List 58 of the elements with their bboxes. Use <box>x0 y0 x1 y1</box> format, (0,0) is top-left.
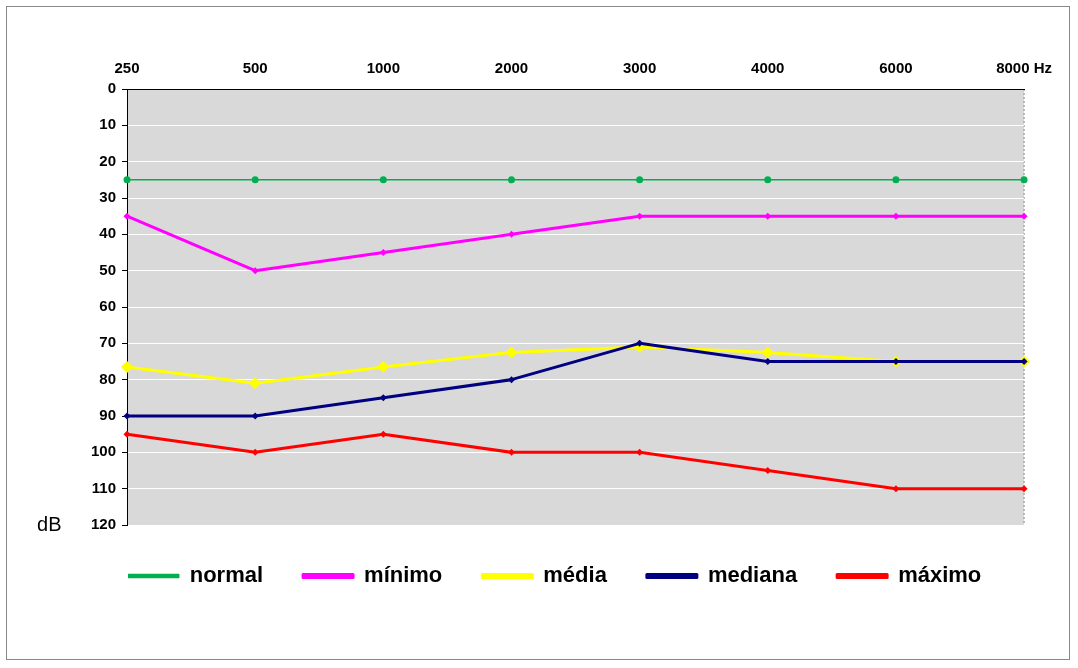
point <box>1020 485 1028 493</box>
point <box>251 412 259 420</box>
point <box>379 176 387 184</box>
point <box>892 176 900 184</box>
x-tick-label: 500 <box>242 59 268 77</box>
point <box>249 377 262 390</box>
point <box>121 360 134 373</box>
point <box>507 176 515 184</box>
y-tick-label: 70 <box>99 333 117 351</box>
point <box>764 467 772 474</box>
point <box>764 176 772 184</box>
y-axis-title: dB <box>37 512 62 535</box>
x-tick-label: 250 <box>114 59 140 77</box>
y-tick-label: 10 <box>99 115 117 133</box>
point <box>123 430 131 438</box>
point <box>379 394 387 402</box>
y-tick-label: 50 <box>99 260 117 278</box>
point <box>892 485 900 493</box>
y-tick-label: 40 <box>99 224 117 242</box>
y-tick-label: 30 <box>99 188 117 206</box>
y-tick-label: 20 <box>99 151 117 169</box>
legend-label: mediana <box>707 562 798 588</box>
point <box>636 448 644 456</box>
legend-label: mínimo <box>364 562 443 588</box>
point <box>505 346 518 359</box>
y-tick-label: 100 <box>91 442 117 460</box>
x-tick-label: 6000 <box>879 59 913 77</box>
y-tick-label: 110 <box>91 478 117 496</box>
point <box>123 212 131 220</box>
y-tick-label: 90 <box>99 406 117 424</box>
y-tick-label: 80 <box>99 369 117 387</box>
x-tick-label: 8000 Hz <box>996 59 1052 77</box>
point <box>379 249 387 256</box>
point <box>1020 212 1028 220</box>
point <box>251 448 259 456</box>
point <box>251 267 259 275</box>
point <box>1020 176 1028 184</box>
point <box>636 339 644 347</box>
y-tick-label: 120 <box>91 515 117 533</box>
point <box>761 346 774 359</box>
point <box>379 430 387 438</box>
point <box>251 176 259 184</box>
legend-label: normal <box>189 562 264 588</box>
x-tick-label: 3000 <box>622 59 657 77</box>
point <box>892 212 900 220</box>
y-tick-label: 60 <box>99 297 117 315</box>
point <box>123 176 131 184</box>
point <box>764 212 772 220</box>
y-tick-label: 0 <box>107 79 117 97</box>
point <box>507 230 515 238</box>
legend-label: máximo <box>898 562 982 588</box>
legend-label: média <box>543 562 608 588</box>
point <box>377 360 390 373</box>
x-tick-label: 4000 <box>751 59 785 77</box>
x-tick-label: 1000 <box>366 59 401 77</box>
point <box>636 176 644 184</box>
x-tick-label: 2000 <box>494 59 529 77</box>
point <box>123 412 131 420</box>
